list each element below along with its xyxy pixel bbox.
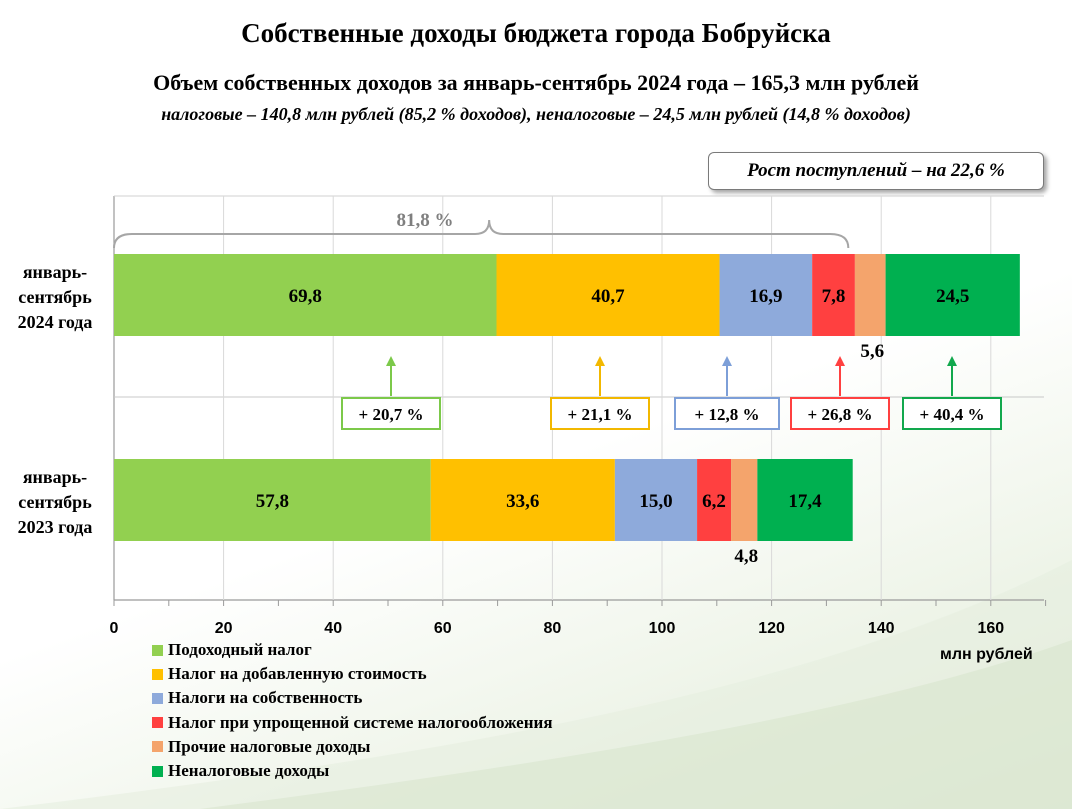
x-tick-label: 160 [977,620,1004,637]
bar-segment [885,254,1020,336]
bar-segment [854,254,886,336]
bar-segment [697,459,732,541]
growth-arrowhead [947,356,957,366]
growth-box [341,397,441,430]
brace-bracket [113,219,850,249]
growth-label: + 26,8 % [808,405,873,424]
bar-value-label: 7,8 [822,286,846,307]
growth-box [902,397,1002,430]
legend-label: Налоги на собственность [168,688,363,708]
growth-box [674,397,780,430]
bar-value-label: 17,4 [788,491,822,512]
bar-value-label: 69,8 [289,286,322,307]
growth-arrowhead [722,356,732,366]
category-label-line: январь- [22,262,88,282]
bar-value-label: 33,6 [506,491,539,512]
legend-label: Налог на добавленную стоимость [168,664,427,684]
legend-swatch [152,717,163,729]
legend-swatch [152,765,163,777]
x-tick-label: 20 [215,620,233,637]
category-label-line: сентябрь [18,492,92,512]
page-title: Собственные доходы бюджета города Бобруй… [241,18,831,48]
legend-item: Подоходный налог [152,638,553,662]
legend-label: Прочие налоговые доходы [168,736,371,756]
bar-segment [757,459,853,541]
legend-swatch [152,741,163,753]
legend-item: Неналоговые доходы [152,759,553,783]
legend-label: Неналоговые доходы [168,761,330,781]
bar-value-label: 24,5 [936,286,969,307]
growth-box [550,397,650,430]
category-label-line: январь- [22,467,88,487]
legend-item: Налоги на собственность [152,686,553,710]
x-tick-label: 0 [110,620,119,637]
bar-value-label: 5,6 [860,341,884,362]
x-tick-label: 140 [868,620,895,637]
bar-segment [114,459,431,541]
bar-segment [731,459,758,541]
legend-item: Налог при упрощенной системе налогооблож… [152,711,553,735]
x-tick-label: 40 [324,620,342,637]
bar-segment [812,254,855,336]
bar-value-label: 6,2 [702,491,726,512]
x-tick-label: 100 [649,620,676,637]
chart-legend: Подоходный налог Налог на добавленную ст… [152,638,553,783]
bar-value-label: 15,0 [639,491,672,512]
legend-label: Подоходный налог [168,640,312,660]
page-subtitle-detail: налоговые – 140,8 млн рублей (85,2 % дох… [161,104,911,124]
x-axis-unit-label: млн рублей [940,646,1033,663]
growth-label: + 12,8 % [695,405,760,424]
growth-callout: Рост поступлений – на 22,6 % [708,152,1044,190]
growth-label: + 20,7 % [359,405,424,424]
category-label-2024: январь- сентябрь 2024 года [0,260,110,335]
growth-label: + 40,4 % [920,405,985,424]
growth-arrowhead [595,356,605,366]
legend-swatch [152,668,163,680]
growth-callout-label: Рост поступлений – на 22,6 % [747,160,1005,181]
category-label-line: 2024 года [17,312,93,332]
bar-value-label: 40,7 [591,286,625,307]
bar-segment [496,254,720,336]
x-tick-label: 120 [758,620,785,637]
bar-value-label: 16,9 [749,286,782,307]
legend-swatch [152,692,163,704]
growth-label: + 21,1 % [568,405,633,424]
bar-value-label: 57,8 [256,491,289,512]
bar-segment [719,254,813,336]
bar-value-label: 4,8 [734,546,758,567]
bar-segment [614,459,698,541]
legend-swatch [152,644,163,656]
legend-label: Налог при упрощенной системе налогооблож… [168,712,553,732]
x-tick-label: 80 [544,620,562,637]
x-tick-label: 60 [434,620,452,637]
growth-arrowhead [835,356,845,366]
growth-box [790,397,890,430]
legend-item: Налог на добавленную стоимость [152,662,553,686]
category-label-2023: январь- сентябрь 2023 года [0,465,110,540]
bar-segment [114,254,497,336]
bar-segment [430,459,615,541]
growth-arrowhead [386,356,396,366]
legend-item: Прочие налоговые доходы [152,735,553,759]
category-label-line: сентябрь [18,287,92,307]
category-label-line: 2023 года [17,517,93,537]
brace-label: 81,8 % [397,210,454,231]
page-subtitle: Объем собственных доходов за январь-сент… [153,70,919,95]
